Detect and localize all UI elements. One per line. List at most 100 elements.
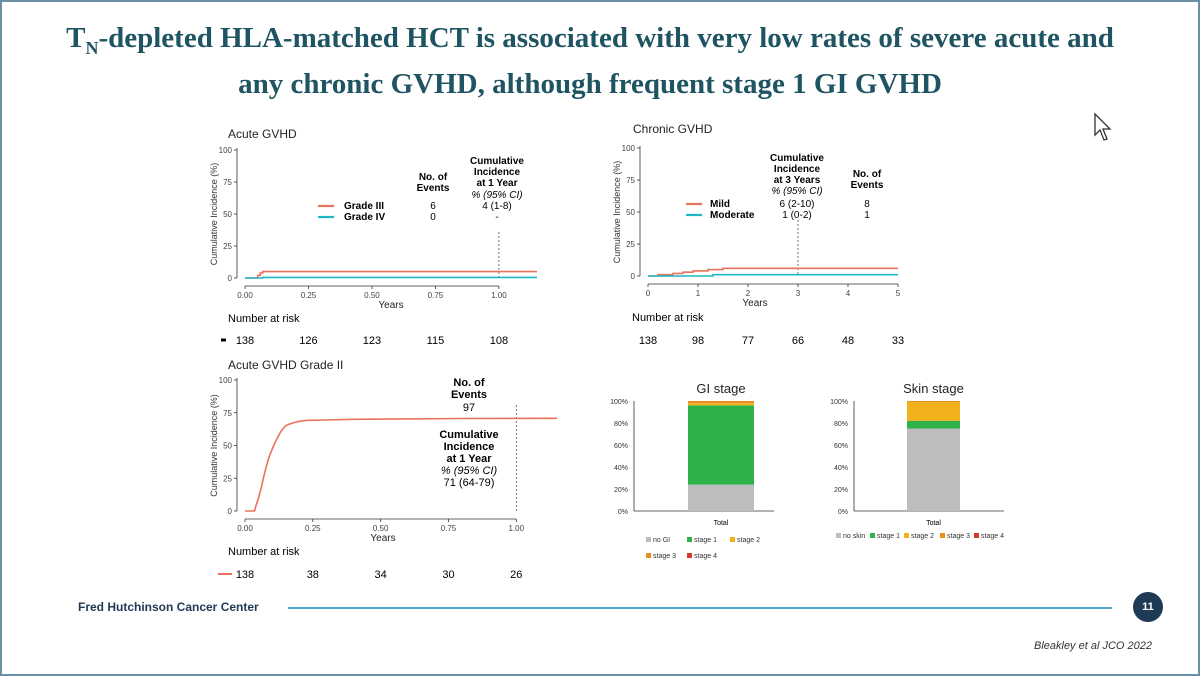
legend-swatch <box>904 533 909 538</box>
events-value: 97 <box>463 402 475 414</box>
bar-segment-stage-2 <box>688 403 754 406</box>
ci-value: 6 (2-10) <box>779 199 814 210</box>
events-value: 6 <box>430 201 436 212</box>
bar-segment-stage-1 <box>907 420 960 429</box>
x-tick-label: Total <box>714 520 729 527</box>
y-tick-label: 0% <box>838 509 848 516</box>
risk-value: 38 <box>307 569 319 581</box>
risk-value: 66 <box>792 335 804 347</box>
y-tick-label: 0% <box>618 509 628 516</box>
y-tick-label: 20% <box>834 487 848 494</box>
title-subscript: N <box>85 37 99 58</box>
legend-label: stage 4 <box>981 533 1004 540</box>
legend-label: stage 3 <box>947 533 970 540</box>
y-tick-label: 25 <box>626 240 635 249</box>
risk-table-title: Number at risk <box>228 546 300 558</box>
series-line-grade-ii <box>245 417 558 512</box>
y-tick-label: 25 <box>223 474 232 483</box>
legend-label: no skin <box>843 533 865 540</box>
y-axis-label: Cumulative Incidence (%) <box>209 163 219 266</box>
x-tick-label: 5 <box>896 289 901 298</box>
y-tick-label: 40% <box>834 465 848 472</box>
chart-title: Skin stage <box>903 381 964 396</box>
y-tick-label: 25 <box>223 242 232 251</box>
risk-value: 115 <box>427 335 445 347</box>
ci-value: - <box>495 212 498 223</box>
y-tick-label: 75 <box>223 409 232 418</box>
x-axis-label: Years <box>378 300 403 311</box>
chart-title: Acute GVHD <box>228 127 297 141</box>
legend-label: no GI <box>653 537 670 544</box>
bar-segment-stage-2 <box>907 402 960 421</box>
legend-label: stage 4 <box>694 553 717 560</box>
x-tick-label: 3 <box>796 289 801 298</box>
footer-divider <box>288 607 1112 609</box>
risk-value: 34 <box>375 569 387 581</box>
x-tick-label: 0.00 <box>237 291 253 300</box>
ci-header-line4: % (95% CI) <box>471 190 522 201</box>
y-tick-label: 60% <box>834 443 848 450</box>
risk-value: 77 <box>742 335 754 347</box>
risk-value: 108 <box>490 335 508 347</box>
gi-stage-chart: GI stage 0% 20% 40% 60% 80% 100% Total no GI stag… <box>610 381 774 560</box>
y-tick-label: 100 <box>219 376 233 385</box>
y-tick-label: 80% <box>834 421 848 428</box>
legend-label: stage 3 <box>653 553 676 560</box>
skin-stage-chart: Skin stage 0% 20% 40% 60% 80% 100% Total no skin… <box>830 381 1004 540</box>
series-line-mild <box>648 267 898 277</box>
x-tick-label: 0.00 <box>237 524 253 533</box>
events-header-line2: Events <box>851 180 884 191</box>
risk-value: 48 <box>842 335 854 347</box>
risk-table-title: Number at risk <box>228 313 300 325</box>
events-header-line2: Events <box>417 183 450 194</box>
legend-swatch <box>687 553 692 558</box>
x-tick-label: 1.00 <box>509 524 525 533</box>
legend-label: Moderate <box>710 210 755 221</box>
citation: Bleakley et al JCO 2022 <box>1033 640 1152 652</box>
y-tick-label: 60% <box>614 443 628 450</box>
legend-label: Grade IV <box>344 212 385 223</box>
ci-header-line3: at 1 Year <box>477 178 518 189</box>
x-tick-label: 0.25 <box>305 524 321 533</box>
ci-header-line2: Incidence <box>774 164 821 175</box>
risk-value: 138 <box>236 569 254 581</box>
ci-header-line1: Cumulative <box>470 156 524 167</box>
y-tick-label: 40% <box>614 465 628 472</box>
series-line-moderate <box>648 273 898 277</box>
y-tick-label: 100 <box>219 146 233 155</box>
risk-value: 123 <box>363 335 381 347</box>
x-tick-label: 0.50 <box>364 291 380 300</box>
legend-label: stage 2 <box>737 537 760 544</box>
y-tick-label: 0 <box>631 272 636 281</box>
x-tick-label: Total <box>926 520 941 527</box>
events-value: 1 <box>864 210 870 221</box>
y-tick-label: 100% <box>610 399 628 406</box>
risk-value: 26 <box>510 569 522 581</box>
events-value: 0 <box>430 212 436 223</box>
legend-swatch <box>646 537 651 542</box>
risk-value: 138 <box>639 335 657 347</box>
legend-swatch <box>730 537 735 542</box>
y-tick-label: 0 <box>228 274 233 283</box>
title-rest: -depleted HLA-matched HCT is associated … <box>98 22 1114 100</box>
ci-header-line3: at 3 Years <box>774 175 821 186</box>
x-tick-label: 0.75 <box>428 291 444 300</box>
chronic-gvhd-chart: Chronic GVHD 0 25 50 75 100 0 1 2 3 4 5 Cumulative I… <box>612 122 904 347</box>
ci-header-line3: at 1 Year <box>446 453 492 465</box>
legend-label: Grade III <box>344 201 384 212</box>
chart-title: GI stage <box>696 381 745 396</box>
y-tick-label: 50 <box>223 442 232 451</box>
chart-title: Acute GVHD Grade II <box>228 358 343 372</box>
bar-segment-stage-3 <box>907 401 960 403</box>
acute-gvhd-grade2-chart: Acute GVHD Grade II 0 25 50 75 100 0.00 0.25 0.5… <box>209 358 558 581</box>
legend-swatch <box>974 533 979 538</box>
y-tick-label: 100% <box>830 399 848 406</box>
ci-header-line2: Incidence <box>474 167 521 178</box>
risk-value: 30 <box>442 569 454 581</box>
risk-table-title: Number at risk <box>632 312 704 324</box>
legend-swatch <box>940 533 945 538</box>
legend-label: stage 2 <box>911 533 934 540</box>
risk-value: 33 <box>892 335 904 347</box>
mouse-cursor-icon <box>1094 112 1112 141</box>
y-axis-label: Cumulative Incidence (%) <box>209 394 219 497</box>
